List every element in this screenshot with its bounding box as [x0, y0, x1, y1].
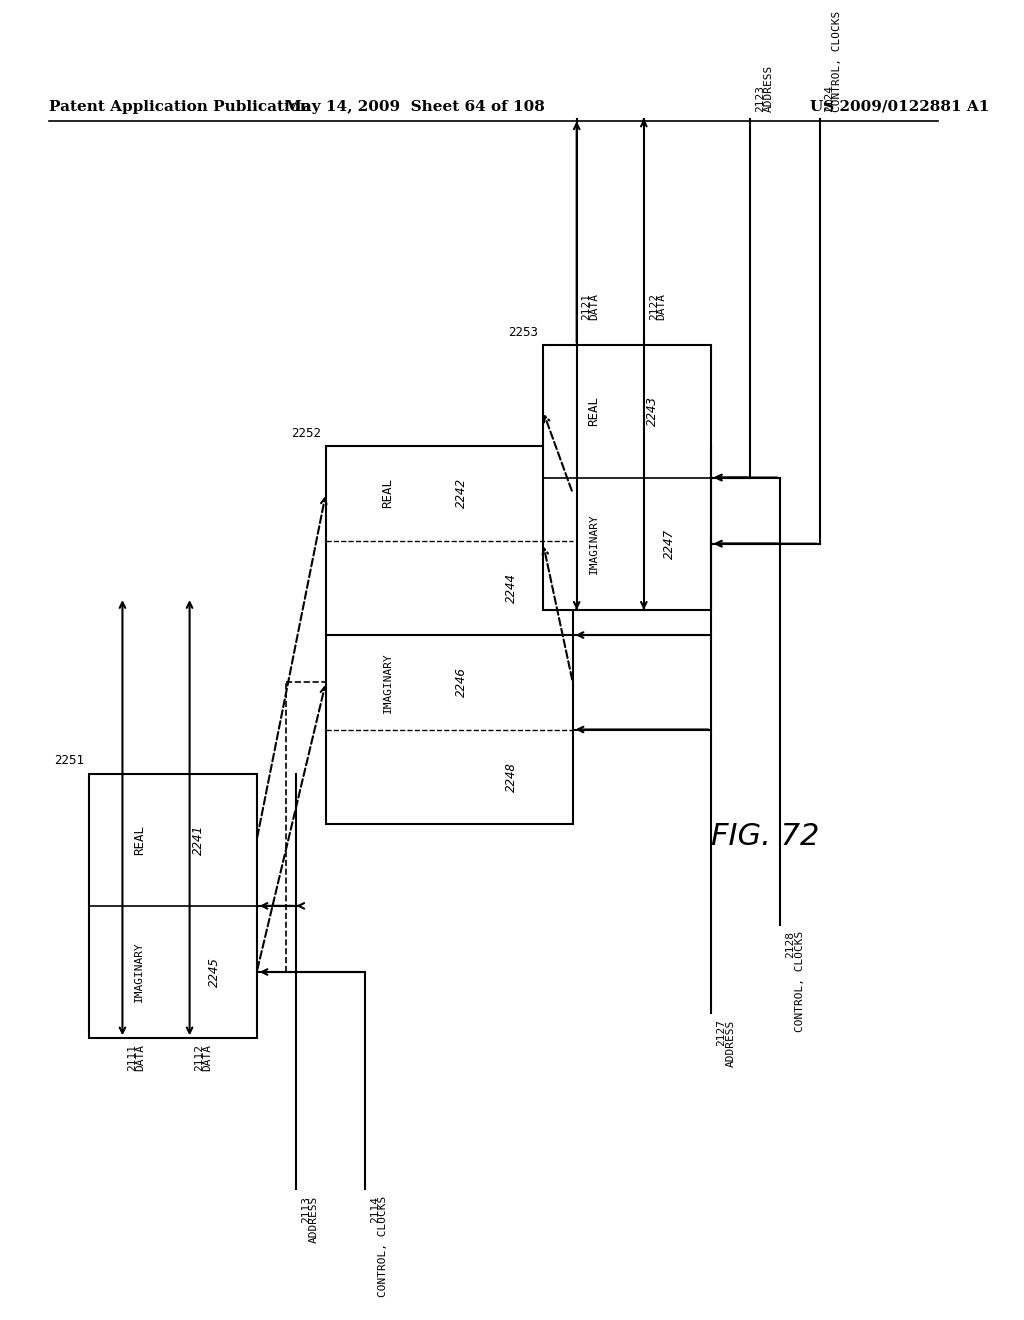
Text: 2127: 2127 — [716, 1019, 726, 1047]
Text: 2245: 2245 — [208, 957, 221, 987]
Text: REAL: REAL — [587, 396, 600, 426]
Text: 2123: 2123 — [756, 86, 765, 112]
Bar — [326, 446, 572, 824]
Text: 2248: 2248 — [505, 762, 517, 792]
Text: 2114: 2114 — [371, 1196, 380, 1222]
Text: ADDRESS: ADDRESS — [763, 65, 773, 112]
Text: ADDRESS: ADDRESS — [726, 1019, 736, 1067]
Text: CONTROL, CLOCKS: CONTROL, CLOCKS — [378, 1196, 388, 1296]
Text: 2242: 2242 — [455, 478, 468, 508]
Text: REAL: REAL — [133, 825, 145, 855]
Text: REAL: REAL — [381, 478, 394, 508]
Text: 2243: 2243 — [646, 396, 658, 426]
Text: 2244: 2244 — [505, 573, 517, 603]
Bar — [543, 346, 711, 610]
Text: 2128: 2128 — [785, 931, 795, 958]
Text: 2241: 2241 — [191, 825, 205, 855]
Text: DATA: DATA — [590, 293, 599, 319]
Text: US 2009/0122881 A1: US 2009/0122881 A1 — [810, 99, 989, 114]
Text: May 14, 2009  Sheet 64 of 108: May 14, 2009 Sheet 64 of 108 — [285, 99, 545, 114]
Text: ADDRESS: ADDRESS — [309, 1196, 319, 1243]
Text: 2247: 2247 — [663, 529, 676, 558]
Text: DATA: DATA — [203, 1044, 212, 1072]
Text: 2112: 2112 — [195, 1044, 205, 1072]
Text: 2253: 2253 — [508, 326, 539, 339]
Text: 2246: 2246 — [455, 668, 468, 697]
Text: 2113: 2113 — [301, 1196, 311, 1222]
Text: IMAGINARY: IMAGINARY — [134, 941, 144, 1002]
Text: DATA: DATA — [656, 293, 667, 319]
Text: DATA: DATA — [135, 1044, 145, 1072]
Text: 2122: 2122 — [649, 293, 658, 319]
Text: Patent Application Publication: Patent Application Publication — [49, 99, 311, 114]
Text: IMAGINARY: IMAGINARY — [589, 513, 598, 574]
Text: IMAGINARY: IMAGINARY — [383, 652, 392, 713]
Text: CONTROL, CLOCKS: CONTROL, CLOCKS — [795, 931, 805, 1032]
Bar — [89, 774, 257, 1038]
Text: 2121: 2121 — [582, 293, 592, 319]
Text: 2251: 2251 — [54, 754, 84, 767]
Text: 2252: 2252 — [291, 426, 321, 440]
Text: 2124: 2124 — [824, 86, 835, 112]
Text: CONTROL, CLOCKS: CONTROL, CLOCKS — [833, 11, 843, 112]
Text: 2111: 2111 — [127, 1044, 137, 1072]
Text: FIG. 72: FIG. 72 — [711, 822, 819, 851]
